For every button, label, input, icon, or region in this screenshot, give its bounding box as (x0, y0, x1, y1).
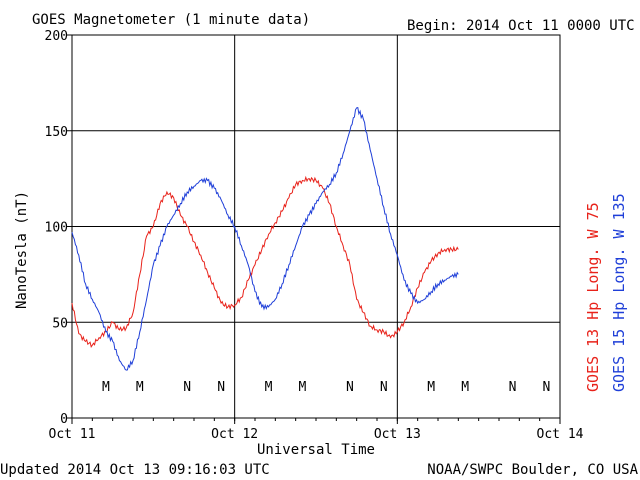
y-axis-label: NanoTesla (nT) (14, 191, 30, 309)
legend-goes15: GOES 15 Hp Long. W 135 (610, 193, 628, 392)
axis-ticks: 0 50 100 150 200 Oct 11 Oct 12 Oct 13 Oct 14 (45, 29, 584, 442)
chart-title: GOES Magnetometer (1 minute data) (32, 12, 310, 28)
series-goes13-line (71, 175, 459, 349)
y-tick-label: 150 (45, 125, 68, 140)
marker-goes13: M (265, 380, 273, 395)
credit-text: NOAA/SWPC Boulder, CO USA (427, 462, 638, 478)
marker-goes15: N (543, 380, 551, 395)
series-layer (71, 107, 459, 371)
marker-goes13: N (183, 380, 191, 395)
marker-goes13: N (509, 380, 517, 395)
y-tick-label: 50 (52, 316, 68, 331)
grid-lines (72, 35, 560, 418)
marker-goes15: M (136, 380, 144, 395)
m-n-markers: M N M N M NM N M N M N (102, 380, 550, 395)
marker-goes13: N (346, 380, 354, 395)
series-goes15-line (71, 107, 459, 371)
marker-goes15: M (299, 380, 307, 395)
y-tick-label: 0 (60, 412, 68, 427)
marker-goes15: M (461, 380, 469, 395)
updated-timestamp: Updated 2014 Oct 13 09:16:03 UTC (0, 462, 270, 478)
x-tick-label: Oct 14 (537, 427, 584, 442)
legend-goes13: GOES 13 Hp Long. W 75 (584, 202, 602, 392)
y-tick-label: 200 (45, 29, 68, 44)
marker-goes13: M (102, 380, 110, 395)
x-axis-label: Universal Time (257, 442, 375, 458)
marker-goes13: M (427, 380, 435, 395)
x-tick-label: Oct 12 (211, 427, 258, 442)
marker-goes15: N (380, 380, 388, 395)
x-tick-label: Oct 13 (374, 427, 421, 442)
begin-time: Begin: 2014 Oct 11 0000 UTC (407, 18, 635, 34)
marker-goes15: N (217, 380, 225, 395)
y-tick-label: 100 (45, 221, 68, 236)
x-tick-label: Oct 11 (49, 427, 96, 442)
